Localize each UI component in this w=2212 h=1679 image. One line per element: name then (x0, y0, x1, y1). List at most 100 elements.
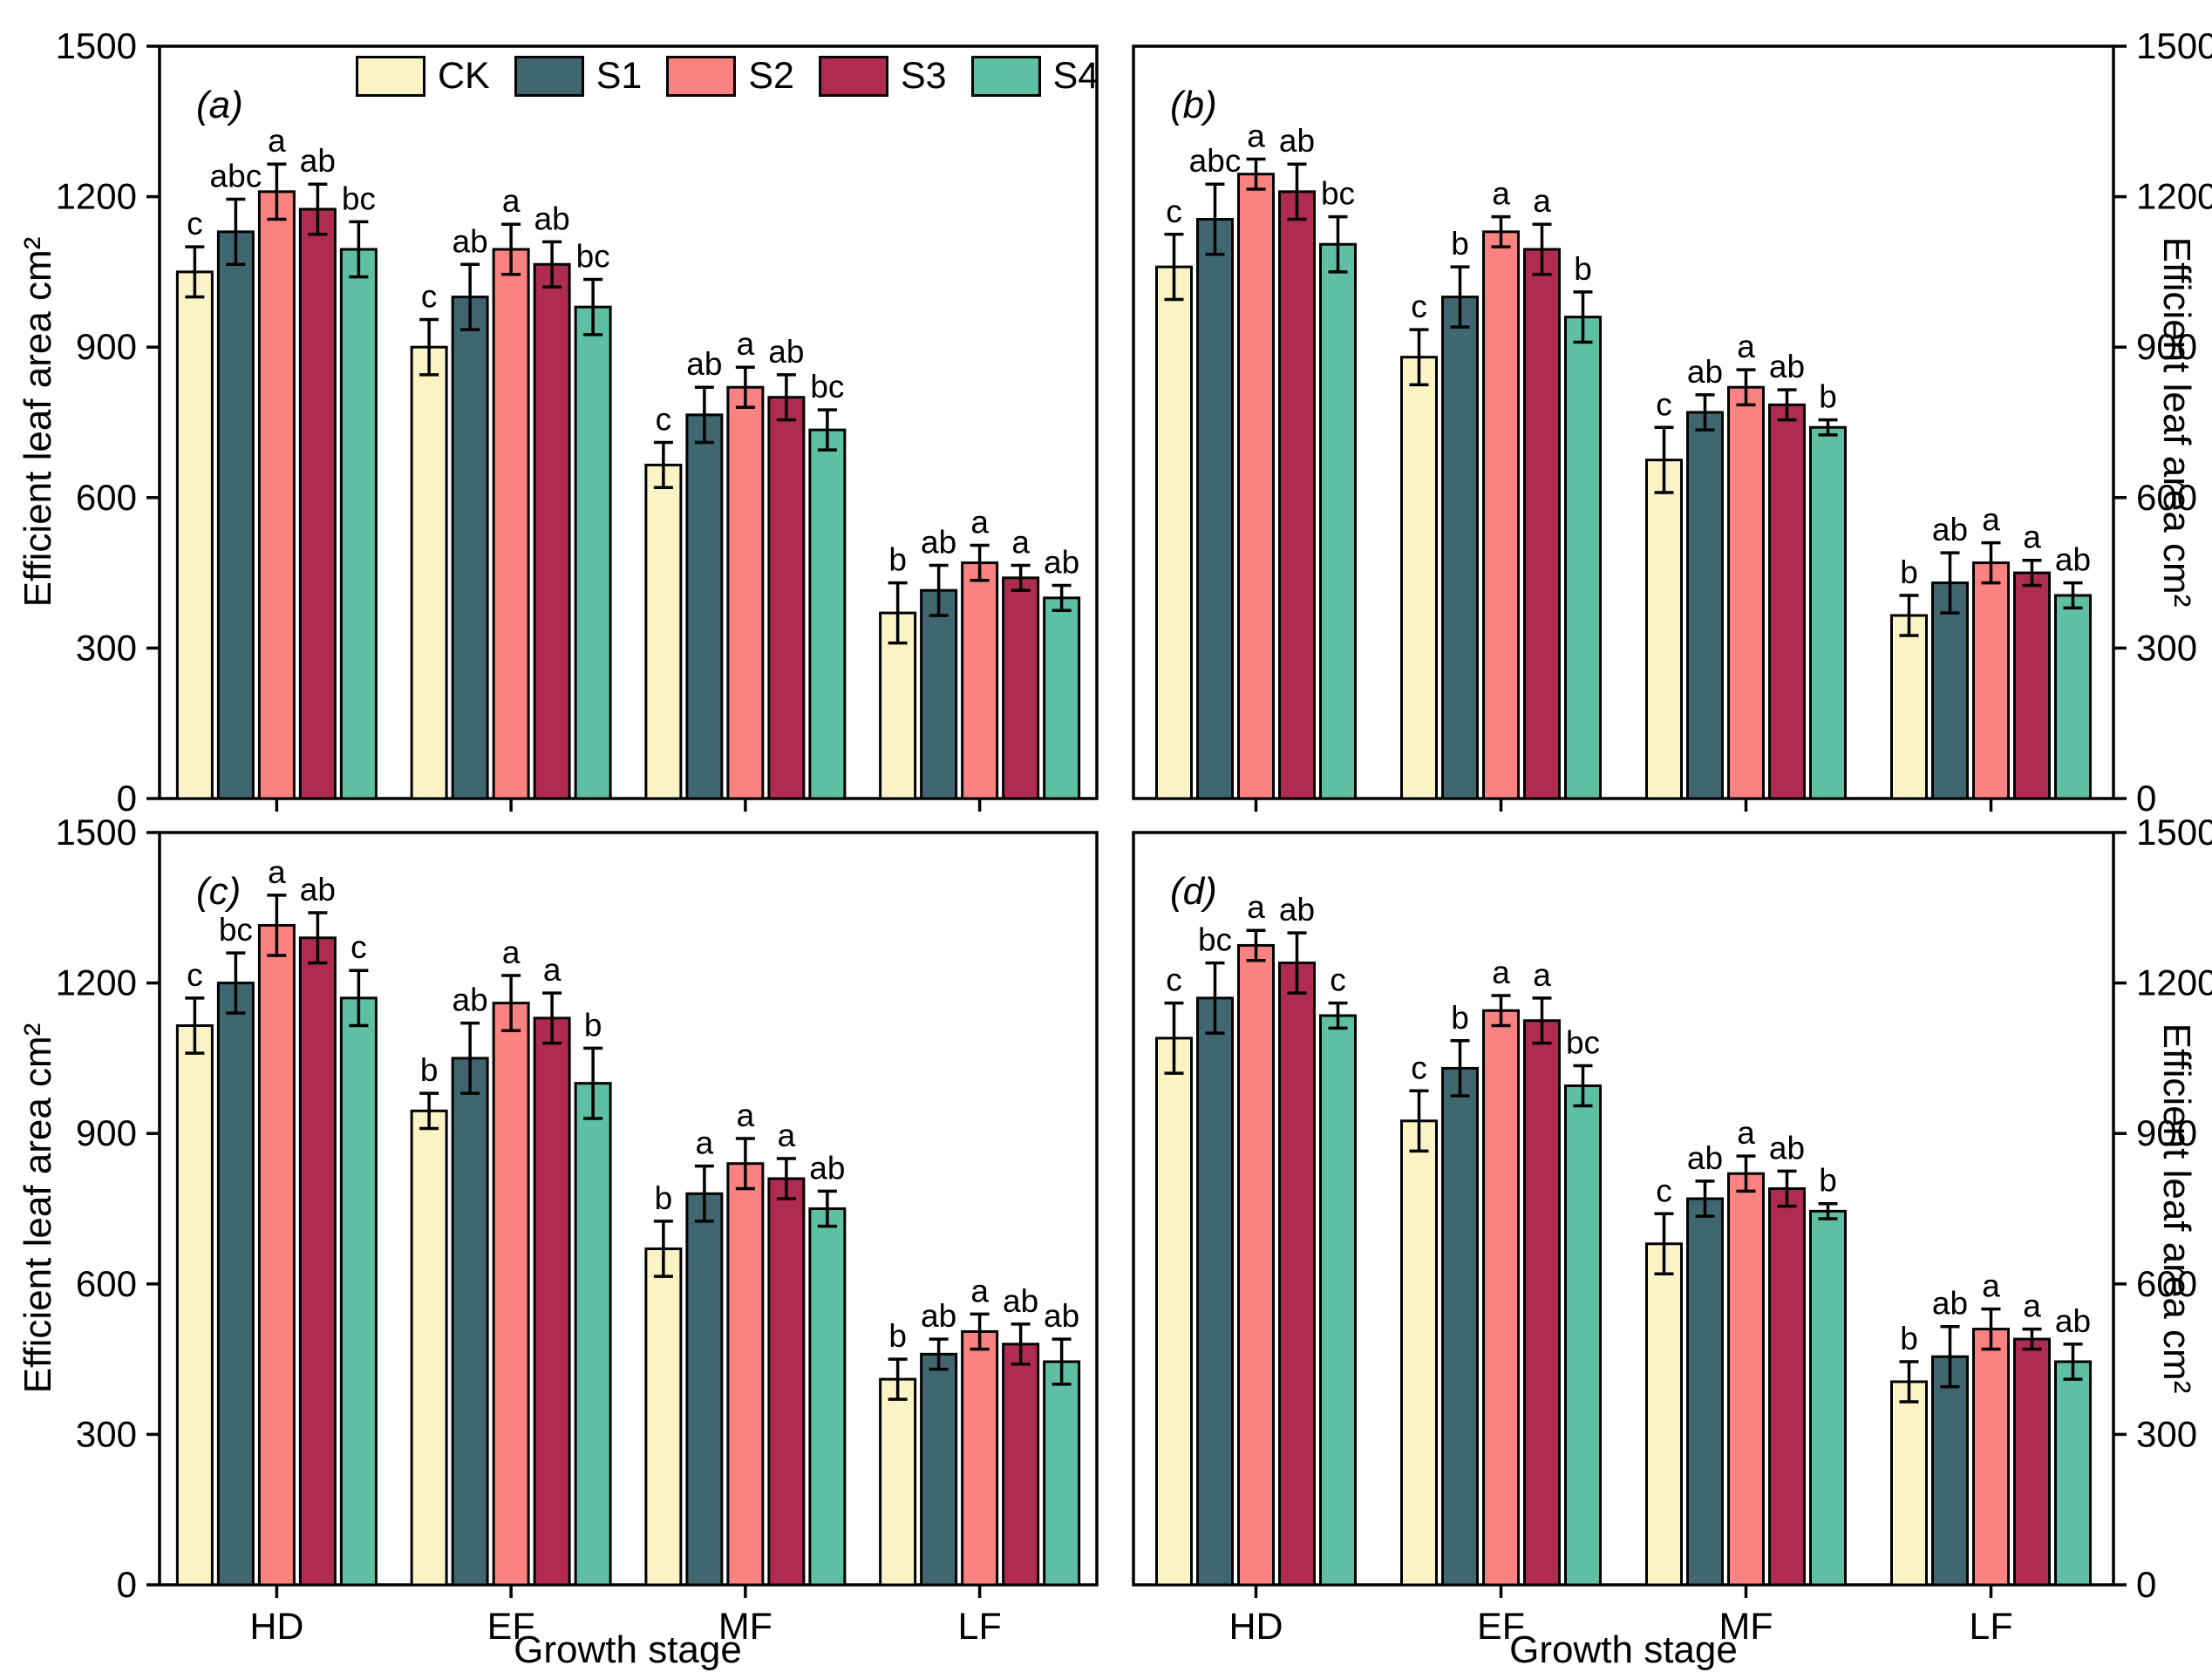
svg-text:c: c (1411, 1050, 1427, 1085)
legend-swatch-ck (356, 56, 425, 97)
legend-label-s1: S1 (596, 55, 643, 97)
svg-text:0: 0 (2136, 778, 2156, 819)
svg-text:ab: ab (921, 524, 956, 560)
svg-text:abc: abc (1189, 143, 1242, 179)
svg-text:1500: 1500 (2136, 812, 2212, 853)
legend: CK S1 S2 S3 S4 (356, 56, 1099, 97)
svg-text:bc: bc (219, 912, 253, 948)
legend-item-s1: S1 (514, 55, 643, 97)
svg-text:ab: ab (2055, 542, 2091, 578)
svg-text:ab: ab (300, 143, 336, 179)
svg-text:b: b (888, 542, 907, 578)
svg-text:c: c (656, 402, 672, 438)
x-axis-title-left-panel: Growth stage (514, 1628, 742, 1671)
svg-text:LF: LF (958, 1606, 1002, 1648)
svg-text:600: 600 (76, 1263, 137, 1304)
svg-text:0: 0 (117, 1564, 137, 1605)
svg-text:900: 900 (76, 1112, 137, 1153)
svg-text:c: c (351, 929, 367, 965)
svg-text:a: a (970, 1273, 989, 1309)
svg-text:a: a (1492, 955, 1510, 990)
svg-text:ab: ab (300, 872, 336, 907)
svg-text:a: a (1982, 502, 2000, 538)
svg-text:(d): (d) (1170, 870, 1217, 913)
svg-text:ab: ab (1687, 1140, 1723, 1176)
svg-text:ab: ab (453, 982, 488, 1018)
svg-text:1200: 1200 (2136, 176, 2212, 217)
svg-text:900: 900 (76, 326, 137, 367)
svg-text:abc: abc (210, 158, 262, 194)
legend-label-s4: S4 (1052, 55, 1099, 97)
svg-text:a: a (737, 326, 755, 362)
svg-text:(a): (a) (196, 84, 243, 126)
svg-text:c: c (1411, 289, 1427, 324)
x-axis-title-right-panel: Growth stage (1509, 1628, 1738, 1671)
svg-text:a: a (502, 935, 521, 970)
svg-text:900: 900 (2136, 1112, 2197, 1153)
svg-text:LF: LF (1969, 1606, 2012, 1648)
svg-text:a: a (1737, 329, 1755, 364)
svg-text:1500: 1500 (56, 25, 137, 66)
svg-text:300: 300 (76, 627, 137, 668)
svg-text:300: 300 (76, 1413, 137, 1454)
svg-text:b: b (584, 1007, 602, 1043)
svg-text:b: b (1451, 1000, 1469, 1036)
svg-text:a: a (502, 183, 521, 219)
y-axis-title-right-top: Efficient leaf area cm² (2155, 236, 2198, 608)
svg-text:ab: ab (1769, 349, 1805, 384)
svg-text:600: 600 (76, 477, 137, 518)
svg-text:a: a (737, 1098, 755, 1133)
svg-text:ab: ab (768, 334, 804, 370)
legend-item-s2: S2 (666, 56, 794, 97)
svg-text:ab: ab (1687, 354, 1723, 390)
svg-text:300: 300 (2136, 1413, 2197, 1454)
svg-text:c: c (1656, 386, 1672, 422)
svg-text:1200: 1200 (56, 962, 137, 1003)
svg-text:1500: 1500 (56, 812, 137, 853)
svg-text:ab: ab (1932, 512, 1968, 547)
svg-text:a: a (778, 1118, 796, 1153)
svg-text:a: a (1011, 524, 1030, 560)
svg-text:1200: 1200 (56, 176, 137, 217)
svg-text:ab: ab (921, 1298, 956, 1334)
legend-swatch-s1 (514, 56, 584, 97)
svg-text:c: c (1330, 962, 1346, 998)
svg-text:MF: MF (1719, 1606, 1773, 1648)
svg-text:c: c (1656, 1173, 1672, 1208)
legend-item-s3: S3 (818, 56, 947, 97)
svg-text:bc: bc (1198, 922, 1232, 958)
svg-text:a: a (1492, 176, 1510, 212)
svg-text:HD: HD (1229, 1606, 1283, 1648)
svg-text:(b): (b) (1170, 84, 1217, 126)
svg-text:bc: bc (810, 369, 844, 404)
svg-text:bc: bc (342, 180, 376, 216)
svg-text:a: a (696, 1125, 714, 1161)
svg-text:a: a (1982, 1268, 2000, 1304)
svg-text:b: b (1451, 226, 1469, 262)
svg-text:600: 600 (2136, 477, 2197, 518)
svg-text:HD: HD (249, 1606, 303, 1648)
svg-text:ab: ab (1279, 892, 1315, 928)
svg-text:300: 300 (2136, 627, 2197, 668)
svg-text:1500: 1500 (2136, 25, 2212, 66)
svg-text:b: b (1900, 1321, 1918, 1356)
svg-text:b: b (1900, 554, 1918, 590)
svg-text:(c): (c) (196, 870, 241, 913)
svg-text:b: b (420, 1052, 439, 1088)
svg-text:a: a (1247, 889, 1265, 925)
svg-text:c: c (1166, 194, 1182, 229)
svg-text:a: a (268, 854, 286, 890)
svg-text:b: b (1819, 379, 1837, 415)
svg-text:a: a (2023, 520, 2041, 555)
svg-text:a: a (1737, 1115, 1755, 1151)
legend-swatch-s3 (818, 56, 888, 97)
svg-text:bc: bc (1566, 1025, 1600, 1061)
svg-text:900: 900 (2136, 326, 2197, 367)
svg-text:b: b (1819, 1163, 1837, 1199)
svg-text:MF: MF (718, 1606, 772, 1648)
svg-text:b: b (1574, 251, 1592, 287)
svg-text:600: 600 (2136, 1263, 2197, 1304)
